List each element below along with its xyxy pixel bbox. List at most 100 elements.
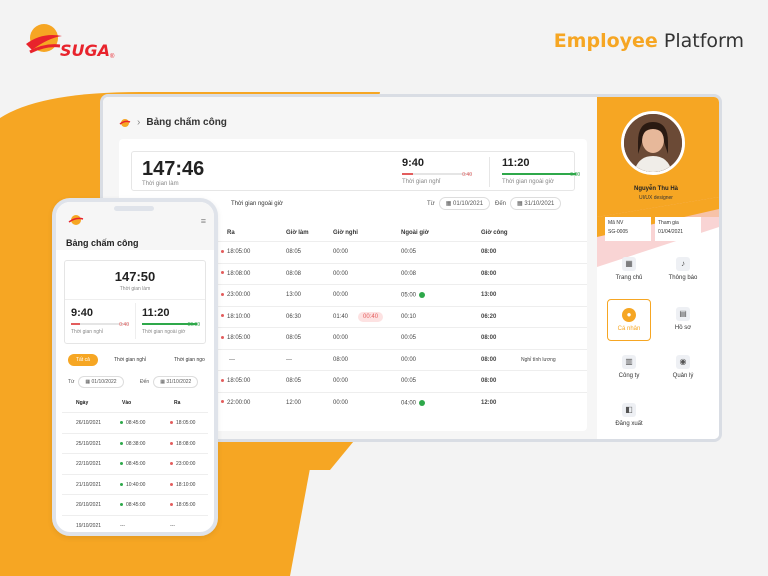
to-date-input[interactable]: ▦ 31/10/2022 [153,376,199,388]
table-row[interactable]: 20/10/2021 08:45:00 18:05:00 [62,494,208,514]
tab-break[interactable]: Thời gian nghỉ [114,357,146,363]
cell-date: 20/10/2021 [76,502,102,508]
table-row[interactable]: 18:05:00 08:05 00:00 00:05 08:00 [119,370,587,391]
cell-work: 06:30 [286,313,302,320]
logo-mini-icon [119,118,131,127]
home-icon: ▦ [622,257,636,271]
from-date-input[interactable]: ▦ 01/10/2021 [438,197,491,210]
cell-in-value: 08:45:00 [126,461,146,467]
tab-all[interactable]: Tất cả [68,354,98,366]
table-row[interactable]: 26/10/2021 08:45:00 18:05:00 [62,412,208,432]
table-row[interactable]: --- --- 08:00 00:00 08:00 Nghỉ tính lương [119,348,587,370]
cell-in: 08:45:00 [120,420,145,426]
status-dot [120,441,123,445]
divider [65,299,205,300]
overtime-bar-fill [502,173,577,175]
divider [135,303,136,339]
heading-rest: Platform [663,30,744,52]
cell-overtime-value: 05:00 [401,292,417,299]
tab-overtime[interactable]: Thời gian ngo [174,357,205,363]
status-dot [221,378,224,382]
nav-label: Hồ sơ [674,325,692,331]
join-date-box: Tham gia 01/04/2021 [655,217,701,241]
cell-out: 18:05:00 [221,249,250,255]
from-date-input[interactable]: ▦ 01/10/2022 [78,376,124,388]
overtime-bar [502,173,580,175]
mobile-break-value: 9:40 [71,307,94,319]
cell-date: 21/10/2021 [76,481,102,488]
cell-overtime: 00:08 [401,271,416,277]
mobile-overtime-bar-fill [142,323,198,325]
mobile-overtime-value: 11:20 [142,307,170,319]
join-date-label: Tham gia [658,220,679,226]
nav-item-user[interactable]: ● Cá nhân [607,299,651,341]
nav-item-document[interactable]: ▤ Hồ sơ [661,299,705,341]
cell-work: 08:08 [286,270,302,277]
cell-in-value: 08:45:00 [126,420,146,426]
cell-in-value: 10:40:00 [126,481,146,488]
status-dot [170,441,173,445]
table-row[interactable]: 23:00:00 13:00 00:00 05:00 13:00 [119,284,587,305]
table-row[interactable]: 18:08:00 08:08 00:00 00:08 08:00 [119,262,587,284]
cell-rest-value: 00:00 [333,270,349,277]
cell-in-value: 08:38:00 [126,440,146,447]
table-row[interactable]: 25/10/2021 08:38:00 18:08:00 [62,432,208,453]
col-out: Ra [174,400,181,406]
nav-item-manager[interactable]: ◉ Quản lý [661,347,705,389]
status-dot [221,271,224,275]
cell-date: 19/10/2021 [76,522,102,529]
table-row[interactable]: 18:05:00 08:05 00:00 00:05 08:00 [119,327,587,348]
cell-in: 08:45:00 [120,502,145,508]
break-delta: 0:40 [462,172,472,178]
avatar[interactable] [621,111,685,175]
overtime-delta: 9:00 [570,172,580,178]
to-date-filter[interactable]: Đến ▦ 31/10/2021 [495,197,562,210]
cell-total: 08:00 [481,249,497,255]
cell-overtime: 04:00 [401,399,426,406]
tab-overtime[interactable]: Thời gian ngoài giờ [231,201,283,207]
to-date-input[interactable]: ▦ 31/10/2021 [510,197,562,210]
cell-out: 22:00:00 [221,400,250,406]
cell-total: 13:00 [481,292,497,298]
cell-rest: 00:00 [333,335,348,341]
mobile-break-bar [71,323,129,325]
status-dot [170,462,173,466]
from-date-value: 01/10/2022 [91,379,117,385]
table-row[interactable]: 18:10:00 06:30 01:40 00:40 00:10 06:20 [119,305,587,327]
mobile-break-delta: 0:40 [119,322,129,328]
menu-icon[interactable]: ≡ [200,216,206,226]
table-row[interactable]: 18:05:00 08:05 00:00 00:05 08:00 [119,241,587,262]
status-dot [170,482,173,486]
cell-work: 08:05 [286,335,302,341]
manager-icon: ◉ [676,355,690,369]
nav-item-building[interactable]: ▥ Công ty [607,347,651,389]
cell-out-value: --- [170,522,175,529]
cell-out: 18:05:00 [221,378,250,384]
table-row[interactable]: 21/10/2021 10:40:00 18:10:00 [62,473,208,494]
cell-work: --- [286,356,292,363]
check-icon [419,292,426,298]
nav-item-logout[interactable]: ◧ Đăng xuất [607,395,651,437]
overtime-label: Thời gian ngoài giờ [502,179,554,185]
cell-overtime-value: 00:05 [401,249,417,255]
break-bar [402,173,472,175]
mobile-to-filter[interactable]: Đến ▦ 31/10/2022 [140,376,199,388]
table-row[interactable]: 22/10/2021 08:45:00 23:00:00 [62,453,208,473]
cell-date: 25/10/2021 [76,440,102,447]
cell-out: 23:00:00 [221,292,250,298]
nav-item-home[interactable]: ▦ Trang chủ [607,249,651,291]
mobile-break-stat: 9:40 0:40 Thời gian nghỉ [71,307,129,335]
from-date-filter[interactable]: Từ ▦ 01/10/2021 [427,197,491,210]
nav-item-bell[interactable]: ♪ Thông báo [661,249,705,291]
brand-name: SUGA [60,41,111,60]
mobile-overtime-bar [142,323,200,325]
mobile-from-filter[interactable]: Từ ▦ 01/10/2022 [68,376,124,388]
table-row[interactable]: 22:00:00 12:00 00:00 04:00 12:00 [119,391,587,413]
cell-out: --- [170,523,175,529]
table-row[interactable]: 19/10/2021 --- --- [62,514,208,533]
status-dot [170,421,173,425]
mobile-total-hours: 147:50 [114,269,156,284]
cell-out: --- [229,357,235,363]
from-label: Từ [427,200,435,207]
cell-rest: 00:00 [333,400,348,406]
